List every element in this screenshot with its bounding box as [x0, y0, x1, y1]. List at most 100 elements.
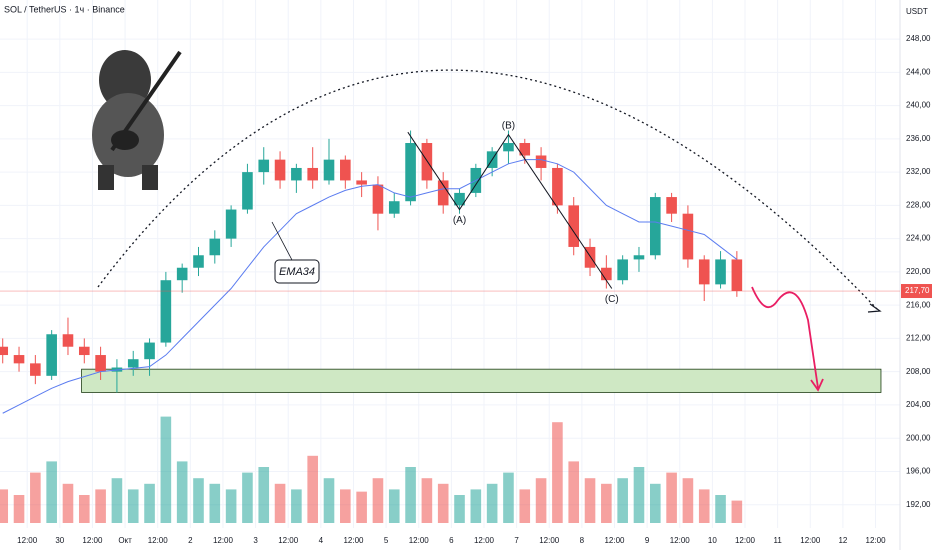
volume-bar	[649, 483, 661, 523]
candle-body	[617, 259, 628, 281]
candle-body	[519, 143, 531, 156]
volume-bar	[225, 489, 237, 523]
ema-label: EMA34	[271, 221, 320, 284]
candle-body	[127, 359, 139, 368]
y-tick-label: 228,00	[906, 200, 931, 209]
x-tick-label: 12:00	[82, 536, 103, 545]
candle-body	[209, 238, 221, 256]
candle-body	[291, 167, 302, 181]
y-tick-label: 220,00	[906, 267, 931, 276]
volume-bar	[503, 472, 514, 523]
volume-bar	[617, 478, 628, 523]
candle-body	[78, 346, 90, 356]
volume-bar	[95, 489, 106, 523]
x-tick-label: 12:00	[409, 536, 430, 545]
candle-body	[13, 355, 25, 364]
candle-body	[454, 192, 465, 206]
volume-bar	[470, 489, 482, 523]
y-tick-label: 224,00	[906, 234, 931, 243]
candle-body	[568, 205, 580, 247]
wave-label: (C)	[605, 294, 619, 305]
volume-bar	[258, 467, 270, 523]
volume-bar	[209, 483, 221, 523]
bear-illustration	[92, 50, 182, 190]
candle-body	[356, 180, 367, 185]
volume-bar	[437, 483, 449, 523]
x-tick-label: 12:00	[866, 536, 887, 545]
wave-label: (B)	[502, 120, 515, 131]
volume-bar	[535, 478, 547, 523]
x-tick-label: 12:00	[539, 536, 560, 545]
candle-body	[388, 201, 400, 214]
chart-title: SOL / TetherUS · 1ч · Binance	[4, 4, 125, 14]
candle-body	[30, 363, 41, 376]
axis-layer: 248,00 244,00 240,00 236,00 232,00 228,00 224,…	[0, 34, 932, 545]
candle-body	[503, 143, 514, 152]
grid	[0, 0, 900, 528]
x-tick-label: 10	[708, 536, 717, 545]
candle-body	[372, 184, 384, 214]
candle-body	[552, 167, 563, 206]
x-tick-label: 2	[188, 536, 193, 545]
last-price-box	[901, 284, 932, 299]
y-tick-label: 244,00	[906, 67, 931, 76]
candle-body	[633, 255, 645, 260]
x-tick-label: 8	[580, 536, 585, 545]
x-tick-label: 12:00	[343, 536, 364, 545]
candle-body	[682, 213, 694, 260]
volume-bar	[421, 478, 433, 523]
candle-body	[258, 159, 270, 173]
x-tick-label: 12	[838, 536, 847, 545]
y-tick-label: 212,00	[906, 334, 931, 343]
x-tick-label: 9	[645, 536, 650, 545]
volume-bar	[144, 483, 155, 523]
candle-body	[307, 167, 318, 181]
wave-line	[407, 131, 613, 289]
x-tick-label: 12:00	[17, 536, 38, 545]
y-tick-label: 240,00	[906, 101, 931, 110]
volume-bar	[46, 461, 57, 523]
y-tick-label: 232,00	[906, 167, 931, 176]
volume-bar	[0, 489, 9, 523]
last-price-label: 217,70	[905, 286, 930, 295]
volume-bar	[405, 467, 416, 523]
y-tick-label: 196,00	[906, 467, 931, 476]
x-tick-label: 3	[253, 536, 258, 545]
candle-body	[193, 255, 204, 268]
volume-bar	[30, 472, 41, 523]
x-tick-label: 12:00	[474, 536, 495, 545]
x-tick-label: 12:00	[148, 536, 169, 545]
y-tick-label: 208,00	[906, 367, 931, 376]
candle-body	[323, 159, 335, 181]
y-tick-label: 204,00	[906, 400, 931, 409]
volume-bar	[13, 495, 25, 523]
candle-body	[535, 155, 547, 168]
candle-body	[144, 342, 155, 360]
volume-bar	[356, 491, 367, 523]
candle-body	[731, 259, 743, 292]
x-tick-label: 12:00	[213, 536, 234, 545]
candle-body	[160, 280, 172, 343]
volume-bar	[601, 483, 612, 523]
x-tick-label: 12:00	[800, 536, 821, 545]
x-tick-label: 12:00	[278, 536, 299, 545]
candle-body	[242, 172, 253, 210]
volume-bar	[568, 461, 580, 523]
candle-body	[584, 246, 596, 268]
volume-bar	[519, 489, 531, 523]
volume-bar	[682, 478, 694, 523]
volume-bar	[78, 495, 90, 523]
x-tick-label: 7	[514, 536, 519, 545]
volume-bar	[486, 483, 498, 523]
volume-bar	[274, 483, 286, 523]
ema-name: EMA34	[279, 266, 315, 278]
candle-body	[437, 180, 449, 206]
volume-bar	[552, 422, 563, 523]
volume-bar	[193, 478, 204, 523]
x-tick-label: 12:00	[604, 536, 625, 545]
candle-body	[715, 259, 726, 285]
x-tick-label: 6	[449, 536, 454, 545]
volume-bar	[633, 467, 645, 523]
volume-bar	[372, 478, 384, 523]
x-tick-label: 12:00	[735, 536, 756, 545]
